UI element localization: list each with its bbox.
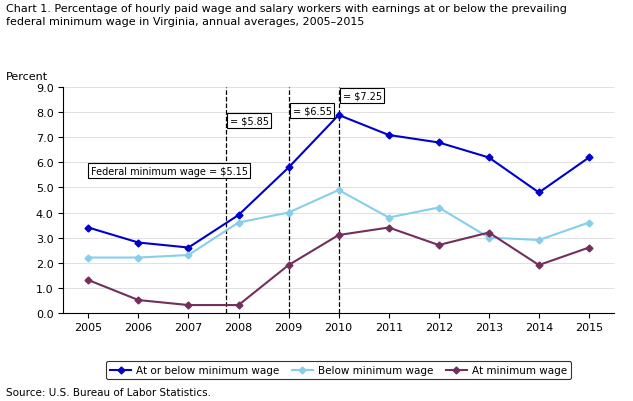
At minimum wage: [235, 303, 242, 308]
At minimum wage: [585, 245, 592, 250]
Below minimum wage: [135, 255, 142, 260]
Text: = $7.25: = $7.25: [342, 91, 382, 101]
At minimum wage: [285, 263, 292, 268]
Text: Percent: Percent: [6, 72, 49, 82]
At or below minimum wage: [185, 245, 192, 250]
At or below minimum wage: [485, 156, 492, 160]
Below minimum wage: [485, 235, 492, 240]
At minimum wage: [335, 233, 342, 238]
Text: Source: U.S. Bureau of Labor Statistics.: Source: U.S. Bureau of Labor Statistics.: [6, 387, 211, 397]
At or below minimum wage: [285, 166, 292, 170]
Line: At minimum wage: At minimum wage: [86, 225, 591, 308]
Below minimum wage: [85, 255, 92, 260]
Below minimum wage: [285, 211, 292, 215]
Line: At or below minimum wage: At or below minimum wage: [86, 113, 591, 250]
Below minimum wage: [235, 221, 242, 225]
At minimum wage: [535, 263, 542, 268]
At or below minimum wage: [585, 156, 592, 160]
At or below minimum wage: [435, 141, 442, 146]
Legend: At or below minimum wage, Below minimum wage, At minimum wage: At or below minimum wage, Below minimum …: [106, 361, 571, 379]
Text: Chart 1. Percentage of hourly paid wage and salary workers with earnings at or b: Chart 1. Percentage of hourly paid wage …: [6, 4, 567, 27]
At minimum wage: [135, 298, 142, 303]
At or below minimum wage: [535, 190, 542, 195]
At or below minimum wage: [385, 133, 392, 138]
Line: Below minimum wage: Below minimum wage: [86, 188, 591, 260]
At or below minimum wage: [335, 113, 342, 118]
Text: = $5.85: = $5.85: [230, 116, 268, 126]
Below minimum wage: [335, 188, 342, 193]
Text: = $6.55: = $6.55: [292, 106, 332, 116]
At minimum wage: [185, 303, 192, 308]
Below minimum wage: [535, 238, 542, 243]
Below minimum wage: [585, 221, 592, 225]
At minimum wage: [485, 231, 492, 235]
At or below minimum wage: [135, 241, 142, 245]
At or below minimum wage: [235, 213, 242, 218]
At minimum wage: [385, 225, 392, 230]
Below minimum wage: [385, 216, 392, 221]
Below minimum wage: [185, 253, 192, 258]
At minimum wage: [435, 243, 442, 248]
At minimum wage: [85, 278, 92, 283]
Text: Federal minimum wage = $5.15: Federal minimum wage = $5.15: [91, 166, 248, 176]
Below minimum wage: [435, 206, 442, 211]
At or below minimum wage: [85, 225, 92, 230]
